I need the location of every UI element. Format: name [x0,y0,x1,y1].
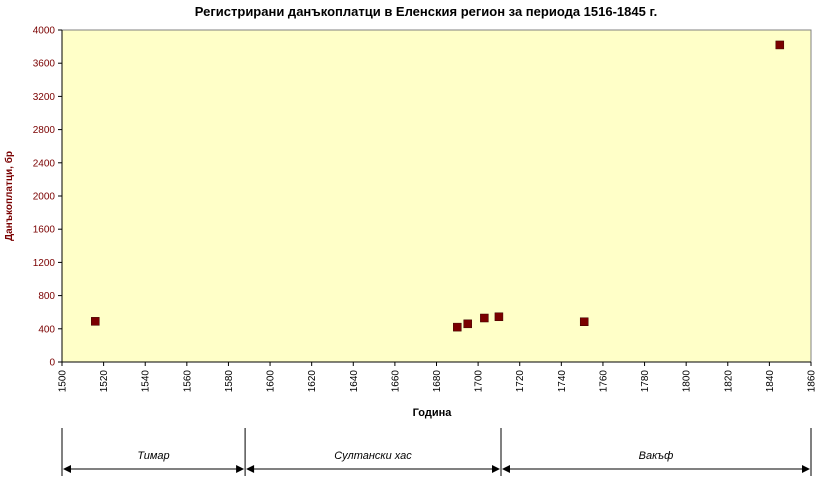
plot-area [61,29,812,363]
arrow-left-icon [501,465,510,473]
y-tick-label: 1200 [33,258,56,269]
y-tick-label: 4000 [33,26,56,37]
x-tick-label: 1840 [765,370,776,393]
x-tick-label: 1500 [58,370,69,393]
x-tick-label: 1740 [557,370,568,393]
y-tick-label: 0 [49,358,55,369]
x-tick-label: 1660 [390,370,401,393]
y-tick-label: 2400 [33,158,56,169]
x-tick-label: 1860 [807,370,818,393]
x-axis-ticks: 1500 1520 1540 1560 1580 1600 1620 1640 1660 1680… [58,362,818,392]
arrow-right-icon [236,465,245,473]
data-point [463,319,472,329]
period-label: Вакъф [639,450,674,462]
chart-title: Регистрирани данъкоплатци в Еленския рег… [195,4,657,19]
x-tick-label: 1760 [598,370,609,393]
y-tick-label: 2000 [33,192,56,203]
x-tick-label: 1820 [723,370,734,393]
arrow-right-icon [491,465,500,473]
period-label: Султански хас [334,450,412,462]
x-tick-label: 1680 [432,370,443,393]
data-point [91,317,100,326]
y-tick-label: 3600 [33,59,56,70]
x-tick-label: 1620 [307,370,318,393]
x-tick-label: 1580 [224,370,235,393]
data-point [775,40,785,50]
y-tick-label: 400 [38,324,55,335]
period-label: Тимар [137,450,169,462]
data-points [91,40,785,332]
arrow-left-icon [63,465,71,473]
x-tick-label: 1600 [266,370,277,393]
data-point [453,322,462,332]
data-point [480,313,489,323]
arrow-right-icon [802,465,810,473]
data-point [494,312,504,322]
x-axis-label: Година [413,407,453,419]
x-tick-label: 1800 [682,370,693,393]
y-axis-ticks: 0 400 800 1200 1600 2000 2400 2800 3200 3600 4000 [33,26,62,369]
y-tick-label: 800 [38,291,55,302]
x-tick-label: 1640 [349,370,360,393]
x-tick-label: 1560 [182,370,193,393]
y-tick-label: 1600 [33,225,56,236]
x-tick-label: 1540 [141,370,152,393]
x-tick-label: 1520 [99,370,110,393]
x-tick-label: 1700 [474,370,485,393]
arrow-left-icon [246,465,255,473]
x-tick-label: 1720 [515,370,526,393]
y-tick-label: 2800 [33,125,56,136]
y-tick-label: 3200 [33,92,56,103]
period-timeline: Тимар Султански хас Вакъф [61,428,812,476]
y-axis-label: Данъкоплатци, бр [3,151,15,241]
data-point [579,317,589,326]
x-tick-label: 1780 [640,370,651,393]
